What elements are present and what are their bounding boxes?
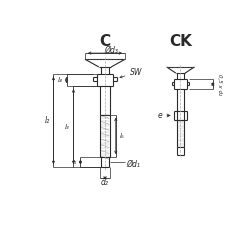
Text: l₃: l₃ [65,124,70,130]
Text: l₄: l₄ [58,77,63,83]
Text: l₅: l₅ [120,133,124,139]
Text: d₂: d₂ [101,178,109,187]
Text: 0,5 x d₂: 0,5 x d₂ [217,74,222,95]
Text: l₂: l₂ [44,116,50,125]
Text: C: C [100,34,110,49]
Text: Ød₁: Ød₁ [126,160,140,168]
Text: e: e [158,111,163,120]
Text: SW: SW [120,68,143,78]
Text: CK: CK [169,34,192,49]
Text: l₁: l₁ [72,160,76,164]
Text: Ød₃: Ød₃ [104,46,118,54]
